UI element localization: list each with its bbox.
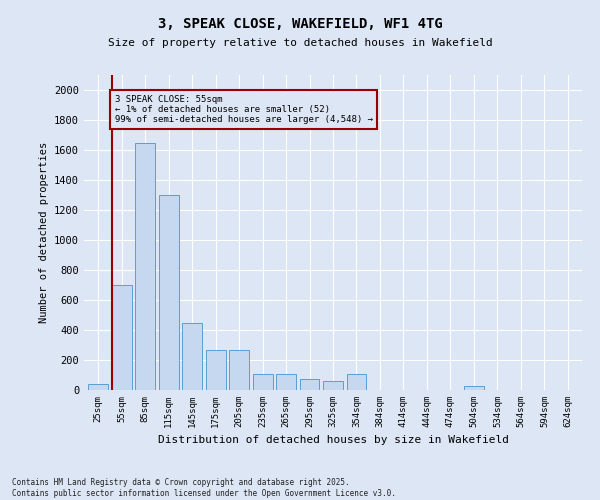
Bar [299, 379, 319, 390]
X-axis label: Distribution of detached houses by size in Wakefield: Distribution of detached houses by size … [157, 436, 509, 446]
Bar [323, 381, 343, 390]
Bar [253, 374, 272, 390]
Text: Size of property relative to detached houses in Wakefield: Size of property relative to detached ho… [107, 38, 493, 48]
Text: 3, SPEAK CLOSE, WAKEFIELD, WF1 4TG: 3, SPEAK CLOSE, WAKEFIELD, WF1 4TG [158, 18, 442, 32]
Bar [88, 384, 108, 390]
Bar [464, 386, 484, 390]
Bar [112, 285, 131, 390]
Bar [158, 195, 179, 390]
Bar [347, 374, 367, 390]
Bar [206, 350, 226, 390]
Text: 3 SPEAK CLOSE: 55sqm
← 1% of detached houses are smaller (52)
99% of semi-detach: 3 SPEAK CLOSE: 55sqm ← 1% of detached ho… [115, 94, 373, 124]
Bar [276, 374, 296, 390]
Bar [182, 322, 202, 390]
Y-axis label: Number of detached properties: Number of detached properties [38, 142, 49, 323]
Bar [229, 350, 249, 390]
Bar [135, 142, 155, 390]
Text: Contains HM Land Registry data © Crown copyright and database right 2025.
Contai: Contains HM Land Registry data © Crown c… [12, 478, 396, 498]
